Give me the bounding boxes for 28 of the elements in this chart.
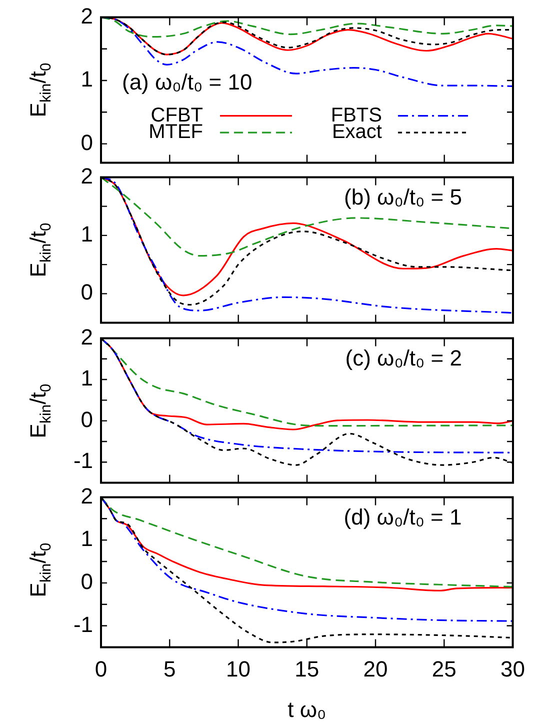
x-tick-label: 30 (500, 656, 526, 682)
annotation: (d) ω₀/t₀ = 1 (344, 504, 462, 530)
x-tick-label: 20 (363, 656, 388, 682)
x-axis-title: t ω₀ (288, 696, 326, 722)
y-tick-label: 1 (80, 222, 93, 247)
y-tick-label: -1 (73, 612, 93, 637)
y-tick-label: 0 (80, 130, 93, 155)
y-tick-label: 1 (80, 366, 93, 391)
line-series (101, 17, 513, 38)
y-tick-label: 2 (80, 3, 93, 28)
y-tick-label: 0 (80, 406, 93, 432)
annotation: (b) ω₀/t₀ = 5 (344, 184, 462, 210)
legend-label: Exact (332, 121, 382, 144)
y-tick-label: 0 (80, 568, 93, 594)
legend-label: MTEF (148, 121, 203, 144)
y-tick-label: -1 (73, 448, 93, 474)
annotation: (a) ω₀/t₀ = 10 (122, 69, 252, 94)
y-tick-label: 2 (80, 163, 93, 188)
y-tick-label: 1 (80, 66, 93, 92)
y-tick-label: 2 (80, 483, 93, 508)
y-tick-label: 0 (80, 280, 93, 305)
x-tick-label: 10 (226, 656, 250, 682)
y-tick-label: 1 (80, 526, 93, 552)
x-tick-label: 15 (294, 656, 320, 682)
x-tick-label: 25 (432, 656, 456, 682)
annotation: (c) ω₀/t₀ = 2 (345, 345, 462, 370)
x-tick-label: 5 (164, 656, 176, 682)
y-tick-label: 2 (80, 324, 93, 350)
